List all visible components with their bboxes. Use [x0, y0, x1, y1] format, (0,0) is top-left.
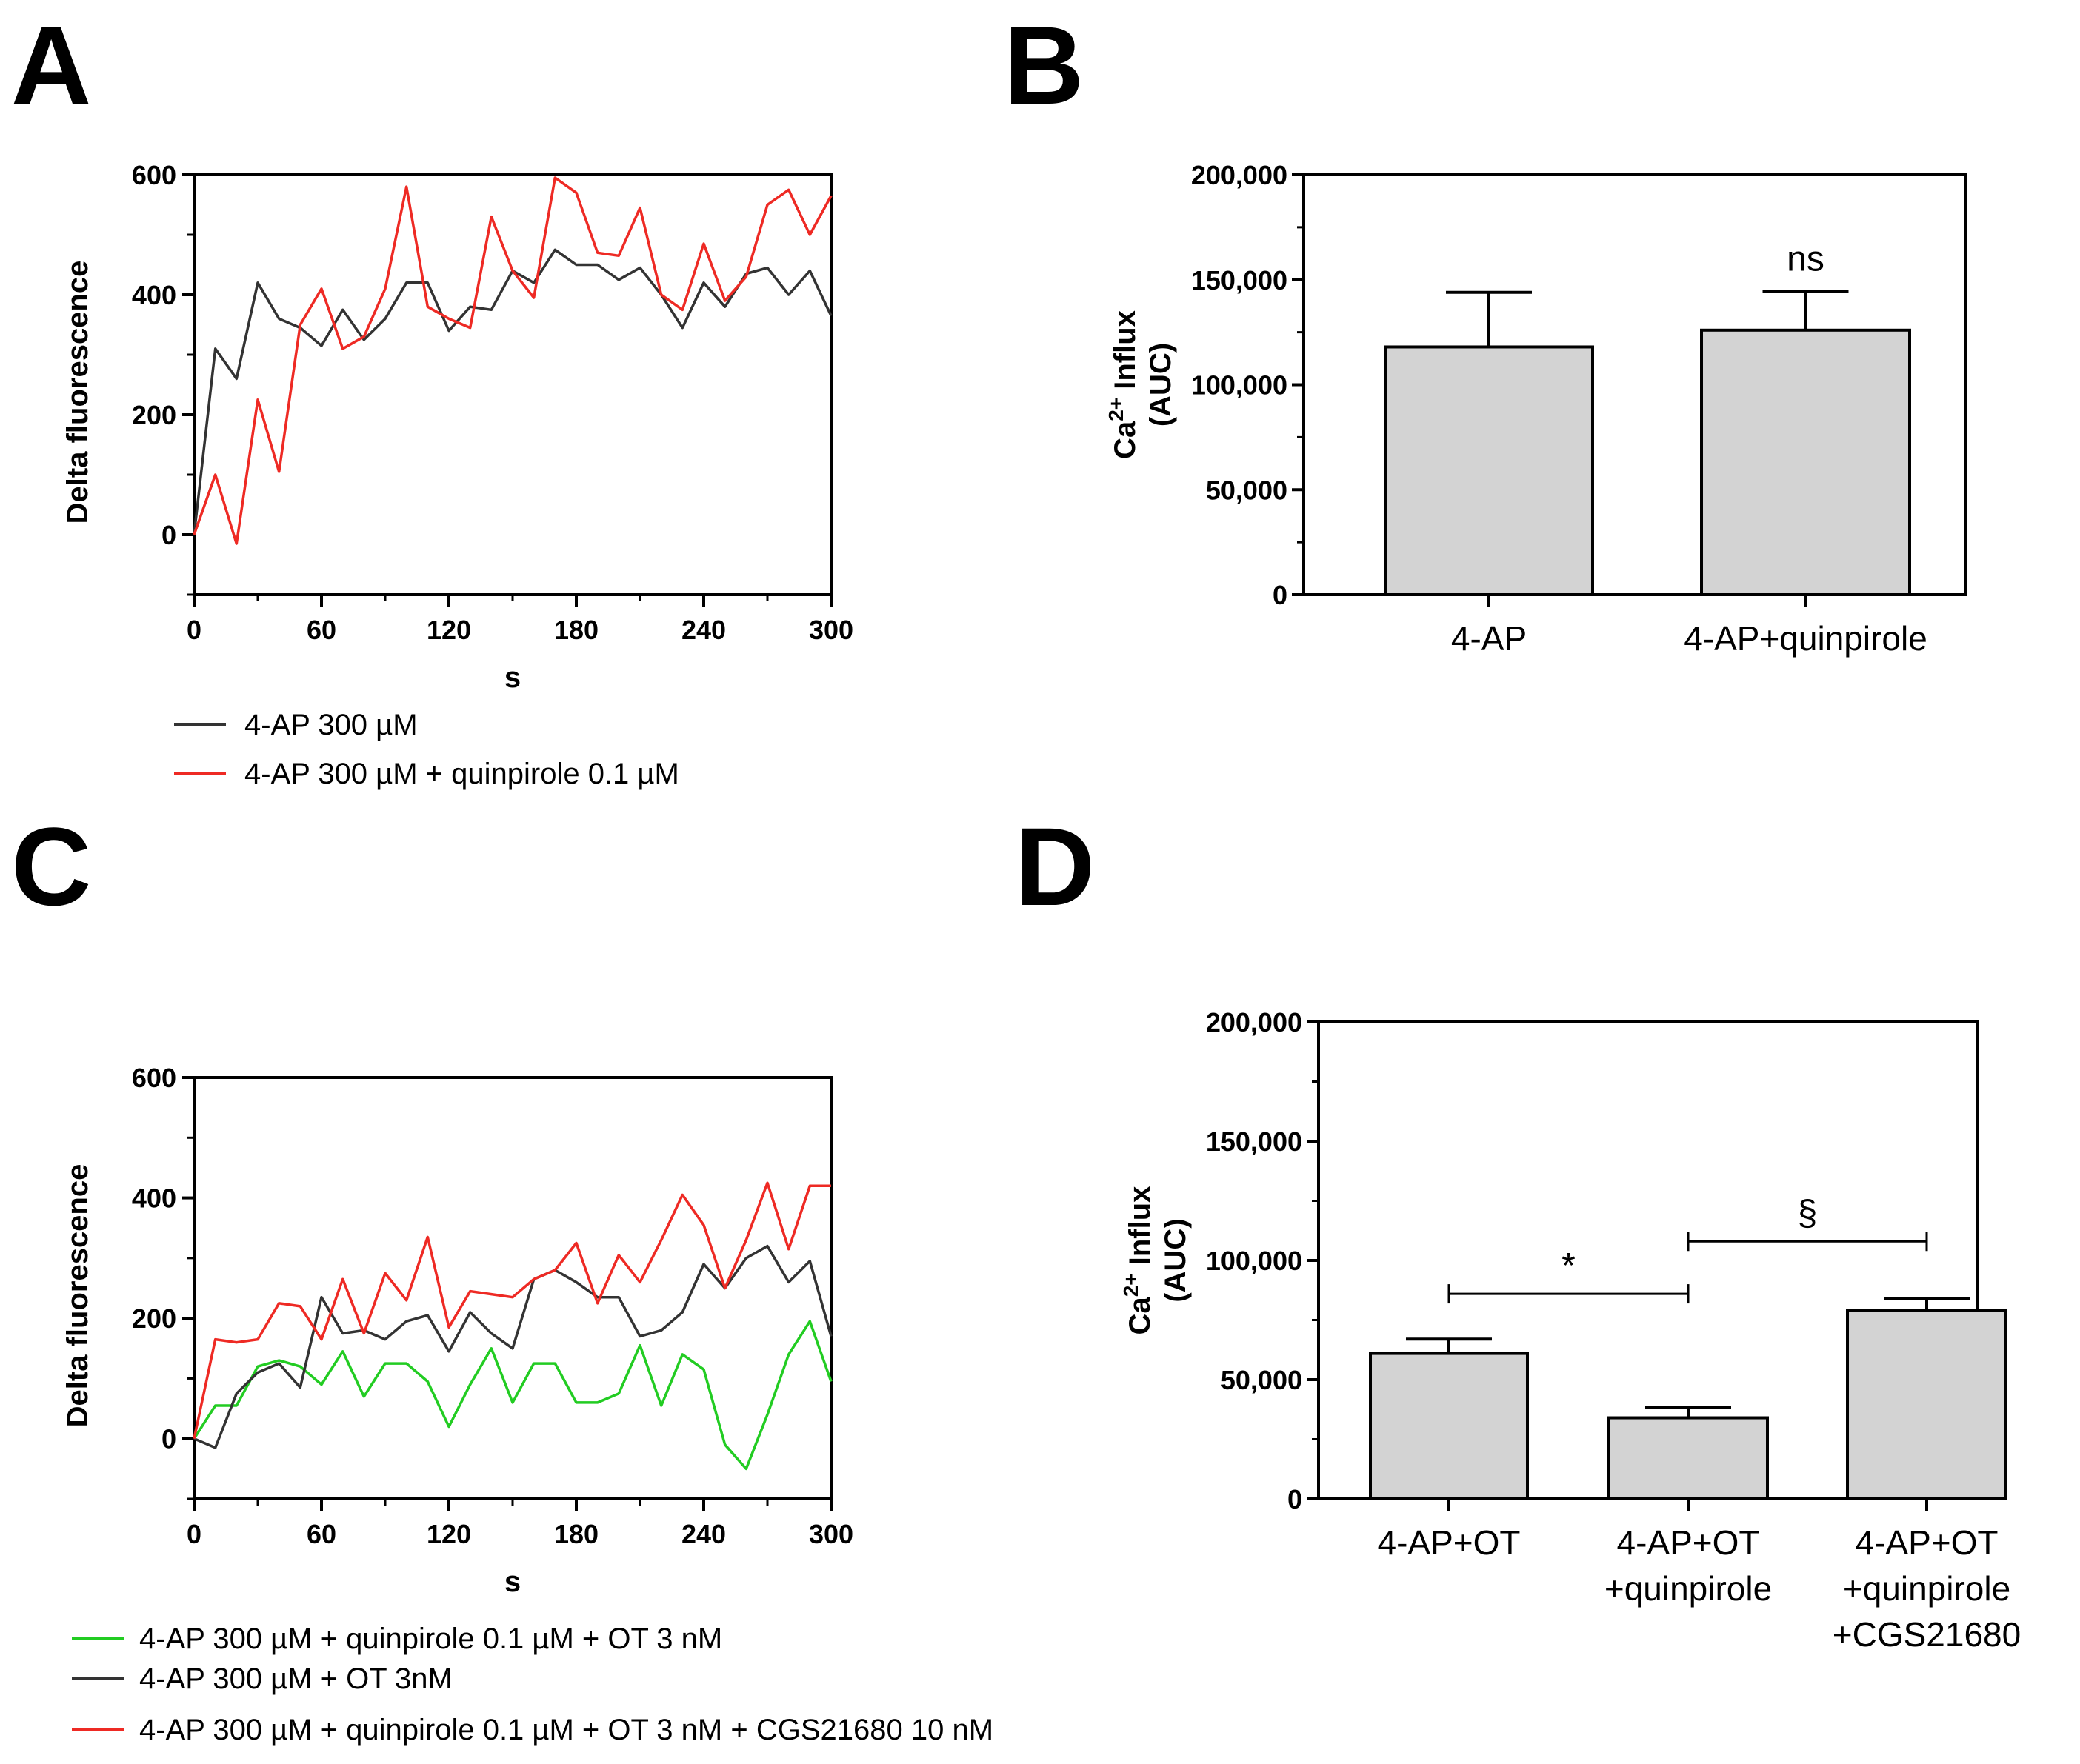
- y-tick-label: 600: [132, 160, 176, 190]
- category-label-1-0: 4-AP+OT: [1616, 1523, 1759, 1562]
- legend-label-0: 4-AP 300 µM: [244, 709, 418, 741]
- category-label-2-2: +CGS21680: [1833, 1615, 2021, 1654]
- significance-label: ns: [1787, 239, 1824, 278]
- y-tick-label: 100,000: [1206, 1246, 1302, 1276]
- y-axis-title: Ca2+ Influx (AUC): [1104, 310, 1177, 459]
- bar-0: [1369, 1352, 1529, 1500]
- bar-1: [1700, 328, 1911, 596]
- category-label-2-1: +quinpirole: [1843, 1569, 2010, 1608]
- panel-letter-a: A: [11, 3, 91, 127]
- y-tick-label: 0: [161, 520, 176, 550]
- bar-2: [1846, 1309, 2007, 1500]
- panel-letter-b: B: [1004, 3, 1084, 127]
- legend-label-0: 4-AP 300 µM + quinpirole 0.1 µM + OT 3 n…: [139, 1623, 722, 1655]
- category-label-2-0: 4-AP+OT: [1855, 1523, 1998, 1562]
- legend-label-1: 4-AP 300 µM + OT 3nM: [139, 1663, 453, 1695]
- series-line-0: [193, 1320, 833, 1471]
- panel-d-bar-chart: 0 50,000 100,000 150,000 200,000 Ca2+ Influx(…: [1119, 1007, 2021, 1654]
- x-tick-label: 0: [187, 1519, 201, 1549]
- y-tick-label: 150,000: [1206, 1126, 1302, 1157]
- y-tick-label: 0: [1287, 1484, 1302, 1514]
- y-tick-label: 400: [132, 280, 176, 310]
- y-tick-label: 200,000: [1191, 160, 1287, 190]
- x-tick-label: 240: [681, 615, 726, 645]
- legend-label-2: 4-AP 300 µM + quinpirole 0.1 µM + OT 3 n…: [139, 1714, 993, 1746]
- y-tick-label: 400: [132, 1183, 176, 1214]
- y-tick-label: 150,000: [1191, 265, 1287, 295]
- series-line-1: [193, 176, 833, 545]
- x-tick-label: 300: [809, 615, 853, 645]
- x-tick-label: 300: [809, 1519, 853, 1549]
- y-tick-label: 0: [161, 1424, 176, 1454]
- y-axis-title: Delta fluorescence: [61, 1164, 94, 1428]
- x-tick-label: 180: [554, 615, 599, 645]
- y-tick-label: 100,000: [1191, 370, 1287, 401]
- series-line-1: [193, 1244, 833, 1449]
- y-tick-label: 600: [132, 1063, 176, 1093]
- x-axis-title: s: [504, 1566, 521, 1598]
- plot-frame: [193, 173, 833, 596]
- y-tick-label: 200: [132, 1303, 176, 1334]
- panel-letter-d: D: [1015, 804, 1095, 929]
- bar-1: [1607, 1416, 1769, 1501]
- panel-a-line-chart: 0 60 120 180 240 300 0 200 400 600 s Delta fluoresc…: [61, 160, 853, 790]
- panel-b-bar-chart: 0 50,000 100,000 150,000 200,000 Ca2+ Influx(…: [1104, 160, 1967, 658]
- comparison-label: *: [1561, 1246, 1576, 1286]
- x-tick-label: 0: [187, 615, 201, 645]
- y-tick-label: 50,000: [1221, 1365, 1302, 1395]
- x-tick-label: 180: [554, 1519, 599, 1549]
- comparison-label: §: [1798, 1194, 1818, 1233]
- x-tick-label: 60: [307, 615, 336, 645]
- category-label-0-0: 4-AP: [1451, 619, 1527, 658]
- x-tick-label: 120: [427, 1519, 471, 1549]
- y-tick-label: 50,000: [1206, 475, 1287, 505]
- category-label-0-0: 4-AP+OT: [1377, 1523, 1520, 1562]
- y-axis-title: Delta fluorescence: [61, 261, 94, 524]
- y-tick-label: 200: [132, 400, 176, 430]
- y-tick-label: 200,000: [1206, 1007, 1302, 1038]
- category-label-1-1: +quinpirole: [1604, 1569, 1772, 1608]
- y-axis-title: Ca2+ Influx (AUC): [1119, 1186, 1192, 1335]
- x-tick-label: 60: [307, 1519, 336, 1549]
- category-label-1-0: 4-AP+quinpirole: [1684, 619, 1927, 658]
- plot-frame: [193, 1076, 833, 1500]
- series-line-2: [193, 1181, 831, 1440]
- panel-c-line-chart: 0 60 120 180 240 300 0 200 400 600 s Delta fluoresc…: [61, 1063, 993, 1746]
- x-axis-title: s: [504, 661, 521, 694]
- panel-letter-c: C: [11, 804, 91, 929]
- y-tick-label: 0: [1273, 580, 1287, 610]
- x-tick-label: 240: [681, 1519, 726, 1549]
- x-tick-label: 120: [427, 615, 471, 645]
- bar-0: [1384, 345, 1594, 596]
- legend-label-1: 4-AP 300 µM + quinpirole 0.1 µM: [244, 758, 679, 790]
